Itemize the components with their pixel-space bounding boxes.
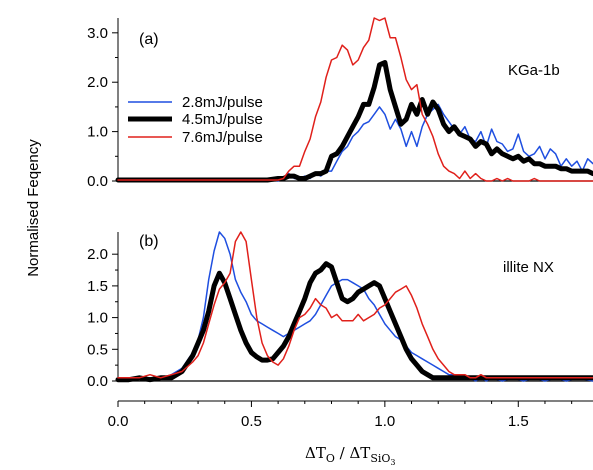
x-label-sub-o: O	[326, 452, 335, 465]
x-label-sub-3: 3	[390, 458, 395, 467]
x-tick-label: 1.0	[374, 413, 395, 430]
x-tick-label: 1.5	[508, 413, 529, 430]
panel-a: 0.0 1.0 2.0 3.0	[87, 17, 593, 190]
x-ticks: 0.0 0.5 1.0 1.5	[108, 400, 593, 430]
x-axis-label: ΔTO / ΔTSiO3	[305, 444, 395, 467]
y-tick-label: 1.5	[87, 278, 108, 295]
y-tick-label: 2.0	[87, 246, 108, 263]
panel-b-sample-label: illite NX	[503, 259, 554, 276]
legend-label-2-8: 2.8mJ/pulse	[182, 94, 263, 111]
y-tick-label: 0.0	[87, 173, 108, 190]
panel-b: 0.0 0.5 1.0 1.5 2.0	[87, 231, 593, 390]
legend-label-4-5: 4.5mJ/pulse	[182, 111, 263, 128]
x-label-sub-sio: SiO	[370, 452, 390, 465]
x-tick-label: 0.0	[108, 413, 129, 430]
y-axis-label: Normalised Feqency	[25, 139, 42, 277]
y-tick-label: 1.0	[87, 310, 108, 327]
legend-label-7-6: 7.6mJ/pulse	[182, 129, 263, 146]
panel-a-label: (a)	[139, 31, 159, 48]
y-tick-label: 1.0	[87, 124, 108, 141]
series-line-7-6mj-pulse	[117, 17, 593, 182]
y-tick-label: 0.5	[87, 341, 108, 358]
panel-b-label: (b)	[139, 233, 159, 250]
series-line-2-8mj-pulse	[117, 231, 593, 382]
y-tick-label: 0.0	[87, 373, 108, 390]
legend: 2.8mJ/pulse 4.5mJ/pulse 7.6mJ/pulse	[128, 94, 263, 146]
x-label-slash: / ΔT	[335, 444, 370, 462]
y-tick-label: 3.0	[87, 25, 108, 42]
x-label-delta-o: ΔT	[305, 444, 326, 462]
series-line-7-6mj-pulse	[117, 231, 593, 379]
panel-a-sample-label: KGa-1b	[508, 62, 560, 79]
y-tick-label: 2.0	[87, 74, 108, 91]
x-tick-label: 0.5	[241, 413, 262, 430]
series-line-4-5mj-pulse	[115, 261, 593, 383]
